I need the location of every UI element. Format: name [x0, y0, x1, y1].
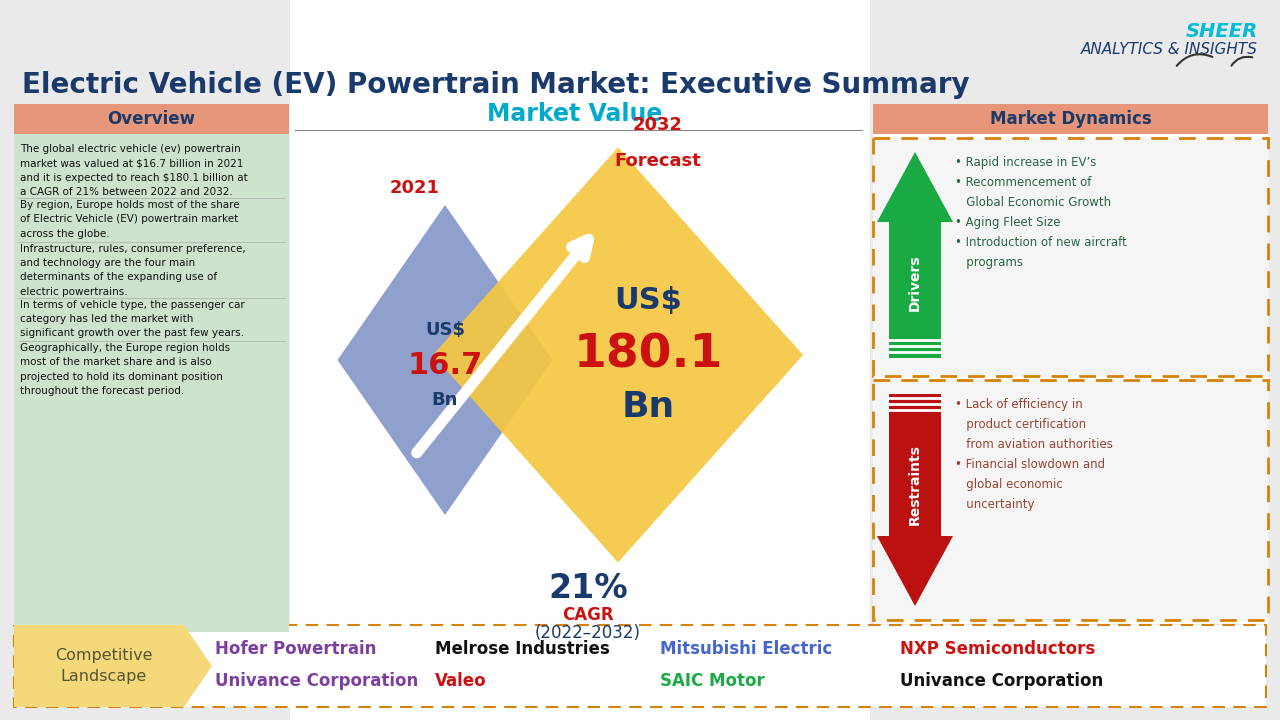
- Text: Forecast: Forecast: [614, 151, 701, 169]
- FancyBboxPatch shape: [873, 104, 1268, 624]
- FancyBboxPatch shape: [14, 104, 289, 134]
- Text: By region, Europe holds most of the share
of Electric Vehicle (EV) powertrain ma: By region, Europe holds most of the shar…: [20, 200, 239, 239]
- Text: Melrose Industries: Melrose Industries: [435, 640, 609, 658]
- Polygon shape: [14, 625, 212, 707]
- Text: Valeo: Valeo: [435, 672, 486, 690]
- Text: ANALYTICS & INSIGHTS: ANALYTICS & INSIGHTS: [1082, 42, 1258, 57]
- Text: 21%: 21%: [548, 572, 627, 606]
- Text: Drivers: Drivers: [908, 255, 922, 311]
- Text: 180.1: 180.1: [573, 333, 723, 377]
- Text: Market Value: Market Value: [488, 102, 663, 126]
- Text: In terms of vehicle type, the passenger car
category has led the market with
sig: In terms of vehicle type, the passenger …: [20, 300, 244, 338]
- FancyBboxPatch shape: [14, 625, 1266, 707]
- Text: Univance Corporation: Univance Corporation: [900, 672, 1103, 690]
- Text: • Lack of efficiency in
   product certification
   from aviation authorities
• : • Lack of efficiency in product certific…: [955, 398, 1112, 511]
- Text: Electric Vehicle (EV) Powertrain Market: Executive Summary: Electric Vehicle (EV) Powertrain Market:…: [22, 71, 970, 99]
- Text: Geographically, the Europe region holds
most of the market share and is also
pro: Geographically, the Europe region holds …: [20, 343, 230, 396]
- Text: US$: US$: [425, 321, 465, 339]
- Text: CAGR: CAGR: [562, 606, 614, 624]
- Text: Bn: Bn: [431, 391, 458, 409]
- Text: Bn: Bn: [621, 390, 675, 424]
- Text: Infrastructure, rules, consumer preference,
and technology are the four main
det: Infrastructure, rules, consumer preferen…: [20, 243, 246, 297]
- Text: (2022–2032): (2022–2032): [535, 624, 641, 642]
- Text: The global electric vehicle (ev) powertrain
market was valued at $16.7 billion i: The global electric vehicle (ev) powertr…: [20, 144, 248, 197]
- Text: • Rapid increase in EV’s
• Recommencement of
   Global Economic Growth
• Aging F: • Rapid increase in EV’s • Recommencemen…: [955, 156, 1126, 269]
- Polygon shape: [877, 152, 954, 358]
- FancyBboxPatch shape: [14, 134, 289, 632]
- Text: Mitsubishi Electric: Mitsubishi Electric: [660, 640, 832, 658]
- Text: 2021: 2021: [390, 179, 440, 197]
- Text: SAIC Motor: SAIC Motor: [660, 672, 764, 690]
- Text: 16.7: 16.7: [407, 351, 483, 379]
- Polygon shape: [433, 148, 803, 562]
- Polygon shape: [877, 394, 954, 606]
- FancyBboxPatch shape: [873, 380, 1268, 620]
- Text: Overview: Overview: [108, 110, 196, 128]
- Text: Hofer Powertrain: Hofer Powertrain: [215, 640, 376, 658]
- Text: SHEER: SHEER: [1185, 22, 1258, 41]
- FancyBboxPatch shape: [873, 104, 1268, 134]
- Text: Market Dynamics: Market Dynamics: [989, 110, 1152, 128]
- Text: NXP Semiconductors: NXP Semiconductors: [900, 640, 1096, 658]
- Text: US$: US$: [614, 286, 682, 315]
- FancyBboxPatch shape: [291, 0, 870, 720]
- FancyBboxPatch shape: [873, 138, 1268, 376]
- Polygon shape: [338, 205, 553, 515]
- Text: Univance Corporation: Univance Corporation: [215, 672, 419, 690]
- Text: 2032: 2032: [634, 115, 684, 133]
- Text: Competitive
Landscape: Competitive Landscape: [55, 648, 152, 684]
- Text: Restraints: Restraints: [908, 444, 922, 526]
